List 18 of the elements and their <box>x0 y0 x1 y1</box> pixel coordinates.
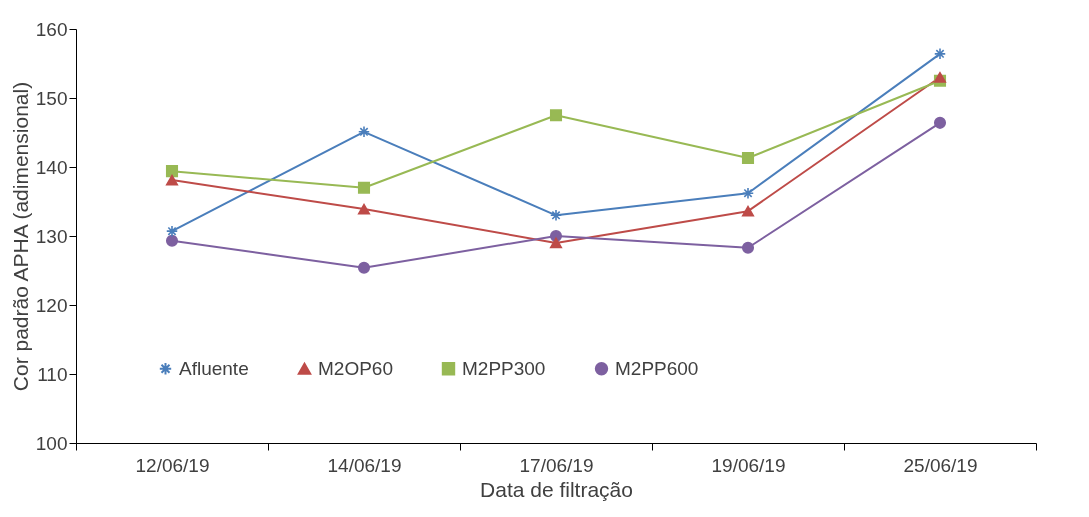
x-axis-title: Data de filtração <box>480 477 633 501</box>
y-tick-label: 110 <box>37 363 68 385</box>
x-tick-label: 17/06/19 <box>519 454 594 476</box>
y-tick-label: 100 <box>35 432 68 454</box>
y-tick-label: 120 <box>35 294 68 316</box>
y-tick-label: 160 <box>35 18 68 40</box>
y-tick-label: 130 <box>35 225 68 247</box>
x-tick-label: 25/06/19 <box>903 454 978 476</box>
y-tick-label: 140 <box>35 156 68 178</box>
y-axis-title: Cor padrão APHA (adimensional) <box>8 81 32 392</box>
legend-label: M2PP600 <box>615 357 699 379</box>
x-tick-label: 12/06/19 <box>135 454 210 476</box>
legend-label: M2PP300 <box>462 357 546 379</box>
x-tick-label: 14/06/19 <box>327 454 402 476</box>
legend-label: M2OP60 <box>318 357 393 379</box>
legend-label: Afluente <box>179 357 249 379</box>
y-tick-label: 150 <box>35 87 68 109</box>
x-tick-label: 19/06/19 <box>711 454 786 476</box>
